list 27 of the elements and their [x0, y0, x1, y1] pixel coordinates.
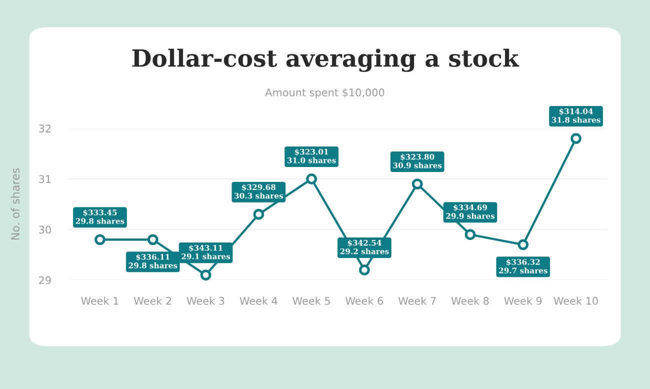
point — [147, 234, 158, 246]
y-tick-label: 32 — [39, 124, 51, 132]
x-tick-label: Week 8 — [451, 296, 489, 305]
y-tick-label: 30 — [39, 226, 51, 234]
x-tick-label: Week 6 — [346, 296, 384, 305]
y-tick-label: 29 — [39, 276, 51, 284]
point — [359, 264, 370, 276]
point — [518, 239, 529, 250]
point — [464, 229, 476, 240]
x-tick-label: Week 10 — [554, 296, 598, 305]
point — [200, 270, 212, 280]
x-tick-label: Week 3 — [186, 296, 224, 305]
point — [570, 133, 582, 144]
point — [94, 234, 106, 246]
x-tick-label: Week 1 — [81, 296, 118, 305]
point — [306, 174, 317, 184]
chart-title: Dollar-cost averaging a stock — [132, 48, 520, 72]
point — [253, 208, 264, 220]
x-tick-label: Week 5 — [292, 296, 330, 305]
y-axis-title: No. of shares — [10, 168, 20, 240]
x-tick-label: Week 2 — [134, 296, 172, 305]
x-tick-label: Week 7 — [398, 296, 436, 305]
chart-subtitle: Amount spent $10,000 — [265, 88, 384, 98]
x-tick-label: Week 4 — [240, 296, 278, 305]
x-tick-label: Week 9 — [504, 296, 542, 305]
y-tick-label: 31 — [39, 175, 51, 184]
point — [412, 178, 423, 190]
